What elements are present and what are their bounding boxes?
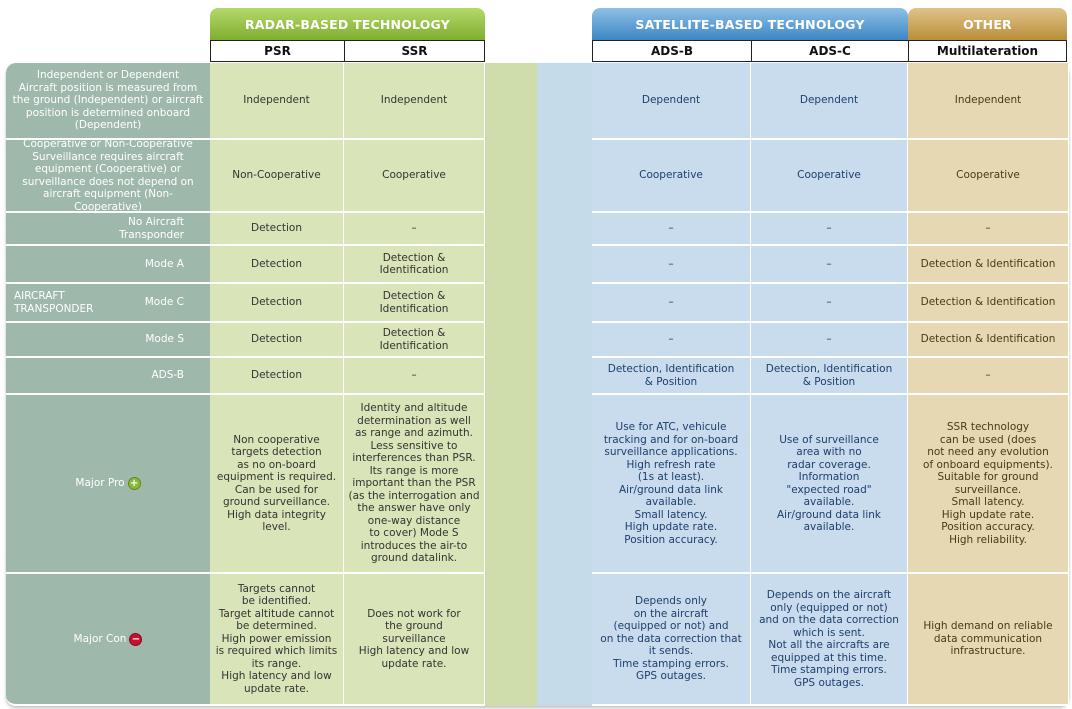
cell-major-pro-psr: Non cooperative targets detection as no … [210, 395, 344, 574]
row-label-major-con: Major Con − [6, 574, 210, 706]
group-header-satellite: SATELLITE-BASED TECHNOLOGY [592, 8, 908, 40]
gap-column-satellite [537, 63, 592, 706]
cell-major-pro-ads-b: Use for ATC, vehicule tracking and for o… [592, 395, 751, 574]
cell-major-con-psr: Targets cannot be identified. Target alt… [210, 574, 344, 706]
cell-ads-b-multilateration: – [908, 358, 1069, 395]
row-label-text: Cooperative or Non-Cooperative Surveilla… [22, 138, 194, 213]
cell-ads-b-ssr: – [344, 358, 485, 395]
cell-mode-a-ads-c: – [751, 246, 908, 284]
column-header-ssr: SSR [344, 40, 485, 62]
cell-cooperative-ads-b: Cooperative [592, 140, 751, 213]
cell-cooperative-ads-c: Cooperative [751, 140, 908, 213]
row-label-ads-b: ADS-B [6, 358, 210, 395]
row-label-mode-s: Mode S [6, 323, 210, 358]
cell-cooperative-psr: Non-Cooperative [210, 140, 344, 213]
row-label-mode-a: Mode A [6, 246, 210, 284]
cell-no-transponder-multilateration: – [908, 213, 1069, 246]
row-label-text: ADS-B [151, 369, 184, 382]
cell-mode-s-psr: Detection [210, 323, 344, 358]
cell-independent-dependent-multilateration: Independent [908, 63, 1069, 140]
row-label-major-pro: Major Pro + [6, 395, 210, 574]
cell-mode-c-ads-b: – [592, 284, 751, 323]
row-label-no-transponder: No Aircraft Transponder [6, 213, 210, 246]
column-header-multilateration: Multilateration [908, 40, 1067, 62]
cell-major-con-ssr: Does not work for the ground surveillanc… [344, 574, 485, 706]
cell-independent-dependent-psr: Independent [210, 63, 344, 140]
cell-ads-b-ads-c: Detection, Identification & Position [751, 358, 908, 395]
cell-ads-b-ads-b: Detection, Identification & Position [592, 358, 751, 395]
row-label-text: No Aircraft Transponder [119, 216, 184, 241]
column-header-psr: PSR [210, 40, 345, 62]
row-label-independent-dependent: Independent or Dependent Aircraft positi… [6, 63, 210, 140]
cell-mode-c-ssr: Detection & Identification [344, 284, 485, 323]
cell-no-transponder-ads-c: – [751, 213, 908, 246]
cell-mode-a-multilateration: Detection & Identification [908, 246, 1069, 284]
cell-mode-a-ads-b: – [592, 246, 751, 284]
cell-major-pro-ads-c: Use of surveillance area with no radar c… [751, 395, 908, 574]
cell-mode-s-ads-b: – [592, 323, 751, 358]
cell-no-transponder-ads-b: – [592, 213, 751, 246]
cell-major-pro-ssr: Identity and altitude determination as w… [344, 395, 485, 574]
cell-no-transponder-psr: Detection [210, 213, 344, 246]
cell-major-con-ads-b: Depends only on the aircraft (equipped o… [592, 574, 751, 706]
aircraft-transponder-label: AIRCRAFT TRANSPONDER [14, 290, 94, 315]
cell-mode-s-multilateration: Detection & Identification [908, 323, 1069, 358]
column-header-ads-c: ADS-C [751, 40, 909, 62]
cell-ads-b-psr: Detection [210, 358, 344, 395]
cell-major-con-multilateration: High demand on reliable data communicati… [908, 574, 1069, 706]
cell-major-con-ads-c: Depends on the aircraft only (equipped o… [751, 574, 908, 706]
cell-mode-c-ads-c: – [751, 284, 908, 323]
cell-mode-s-ads-c: – [751, 323, 908, 358]
cell-no-transponder-ssr: – [344, 213, 485, 246]
cell-major-pro-multilateration: SSR technology can be used (does not nee… [908, 395, 1069, 574]
cell-independent-dependent-ads-c: Dependent [751, 63, 908, 140]
cell-independent-dependent-ads-b: Dependent [592, 63, 751, 140]
minus-circle-icon: − [129, 632, 143, 646]
row-label-text: Major Con [73, 632, 127, 645]
cell-cooperative-ssr: Cooperative [344, 140, 485, 213]
cell-mode-c-multilateration: Detection & Identification [908, 284, 1069, 323]
column-header-ads-b: ADS-B [592, 40, 752, 62]
gap-column-radar [485, 63, 537, 706]
cell-mode-c-psr: Detection [210, 284, 344, 323]
row-label-text: Mode C [144, 296, 184, 309]
group-header-other: OTHER [908, 8, 1067, 40]
row-label-mode-c: Mode C [6, 284, 210, 323]
row-label-text: Independent or Dependent Aircraft positi… [12, 69, 204, 132]
cell-mode-a-ssr: Detection & Identification [344, 246, 485, 284]
cell-cooperative-multilateration: Cooperative [908, 140, 1069, 213]
row-label-cooperative: Cooperative or Non-Cooperative Surveilla… [6, 138, 210, 213]
row-label-text: Mode S [145, 333, 184, 346]
cell-mode-a-psr: Detection [210, 246, 344, 284]
row-label-text: Mode A [144, 257, 184, 270]
row-label-text: Major Pro [75, 477, 125, 490]
plus-circle-icon: + [127, 477, 141, 490]
cell-independent-dependent-ssr: Independent [344, 63, 485, 140]
group-header-radar: RADAR-BASED TECHNOLOGY [210, 8, 485, 40]
cell-mode-s-ssr: Detection & Identification [344, 323, 485, 358]
